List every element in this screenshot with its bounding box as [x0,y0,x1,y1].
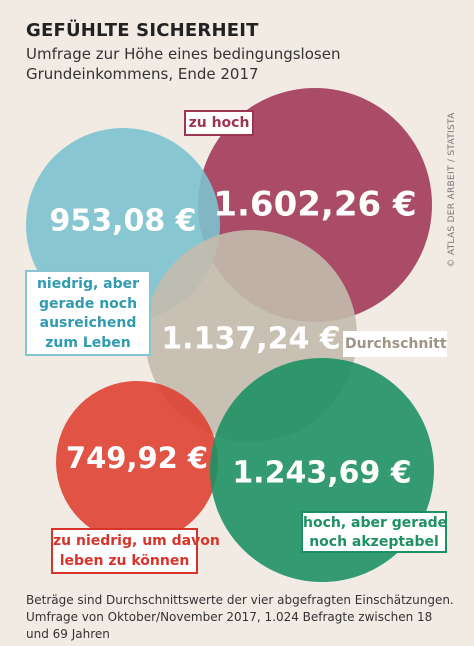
label-line: niedrig, aber [36,276,140,292]
label-line: Durchschnitt [345,336,447,352]
bubble-zu-niedrig [56,381,218,543]
label-line: leben zu können [59,553,190,569]
label-durchschnitt: Durchschnitt [343,331,447,357]
label-zu-hoch: zu hoch [184,110,254,136]
label-line: zu niedrig, um davon [53,533,220,549]
page-title: GEFÜHLTE SICHERHEIT [26,20,259,41]
label-line: zum Leben [45,334,131,351]
value-label-zu-niedrig: 749,92 € [66,441,208,475]
value-label-niedrig-ausreichend: 953,08 € [49,204,196,239]
label-zu-niedrig: zu niedrig, um davon leben zu können [51,528,220,574]
label-line: gerade noch [38,295,138,312]
label-hoch-akzeptabel: hoch, aber gerade noch akzeptabel [301,511,447,553]
label-line: hoch, aber gerade [303,515,448,531]
footnote: Beträge sind Durchschnittswerte der vier… [26,593,454,641]
value-label-durchschnitt: 1.137,24 € [161,322,340,357]
page-subtitle: Umfrage zur Höhe eines bedingungslosen G… [26,45,341,83]
label-niedrig-ausreichend: niedrig, aber gerade noch ausreichend zu… [25,270,151,356]
label-line: zu hoch [188,115,250,131]
value-label-zu-hoch: 1.602,26 € [213,185,416,225]
label-line: noch akzeptabel [309,534,439,550]
label-line: ausreichend [39,315,137,331]
value-label-hoch-akzeptabel: 1.243,69 € [232,456,411,491]
